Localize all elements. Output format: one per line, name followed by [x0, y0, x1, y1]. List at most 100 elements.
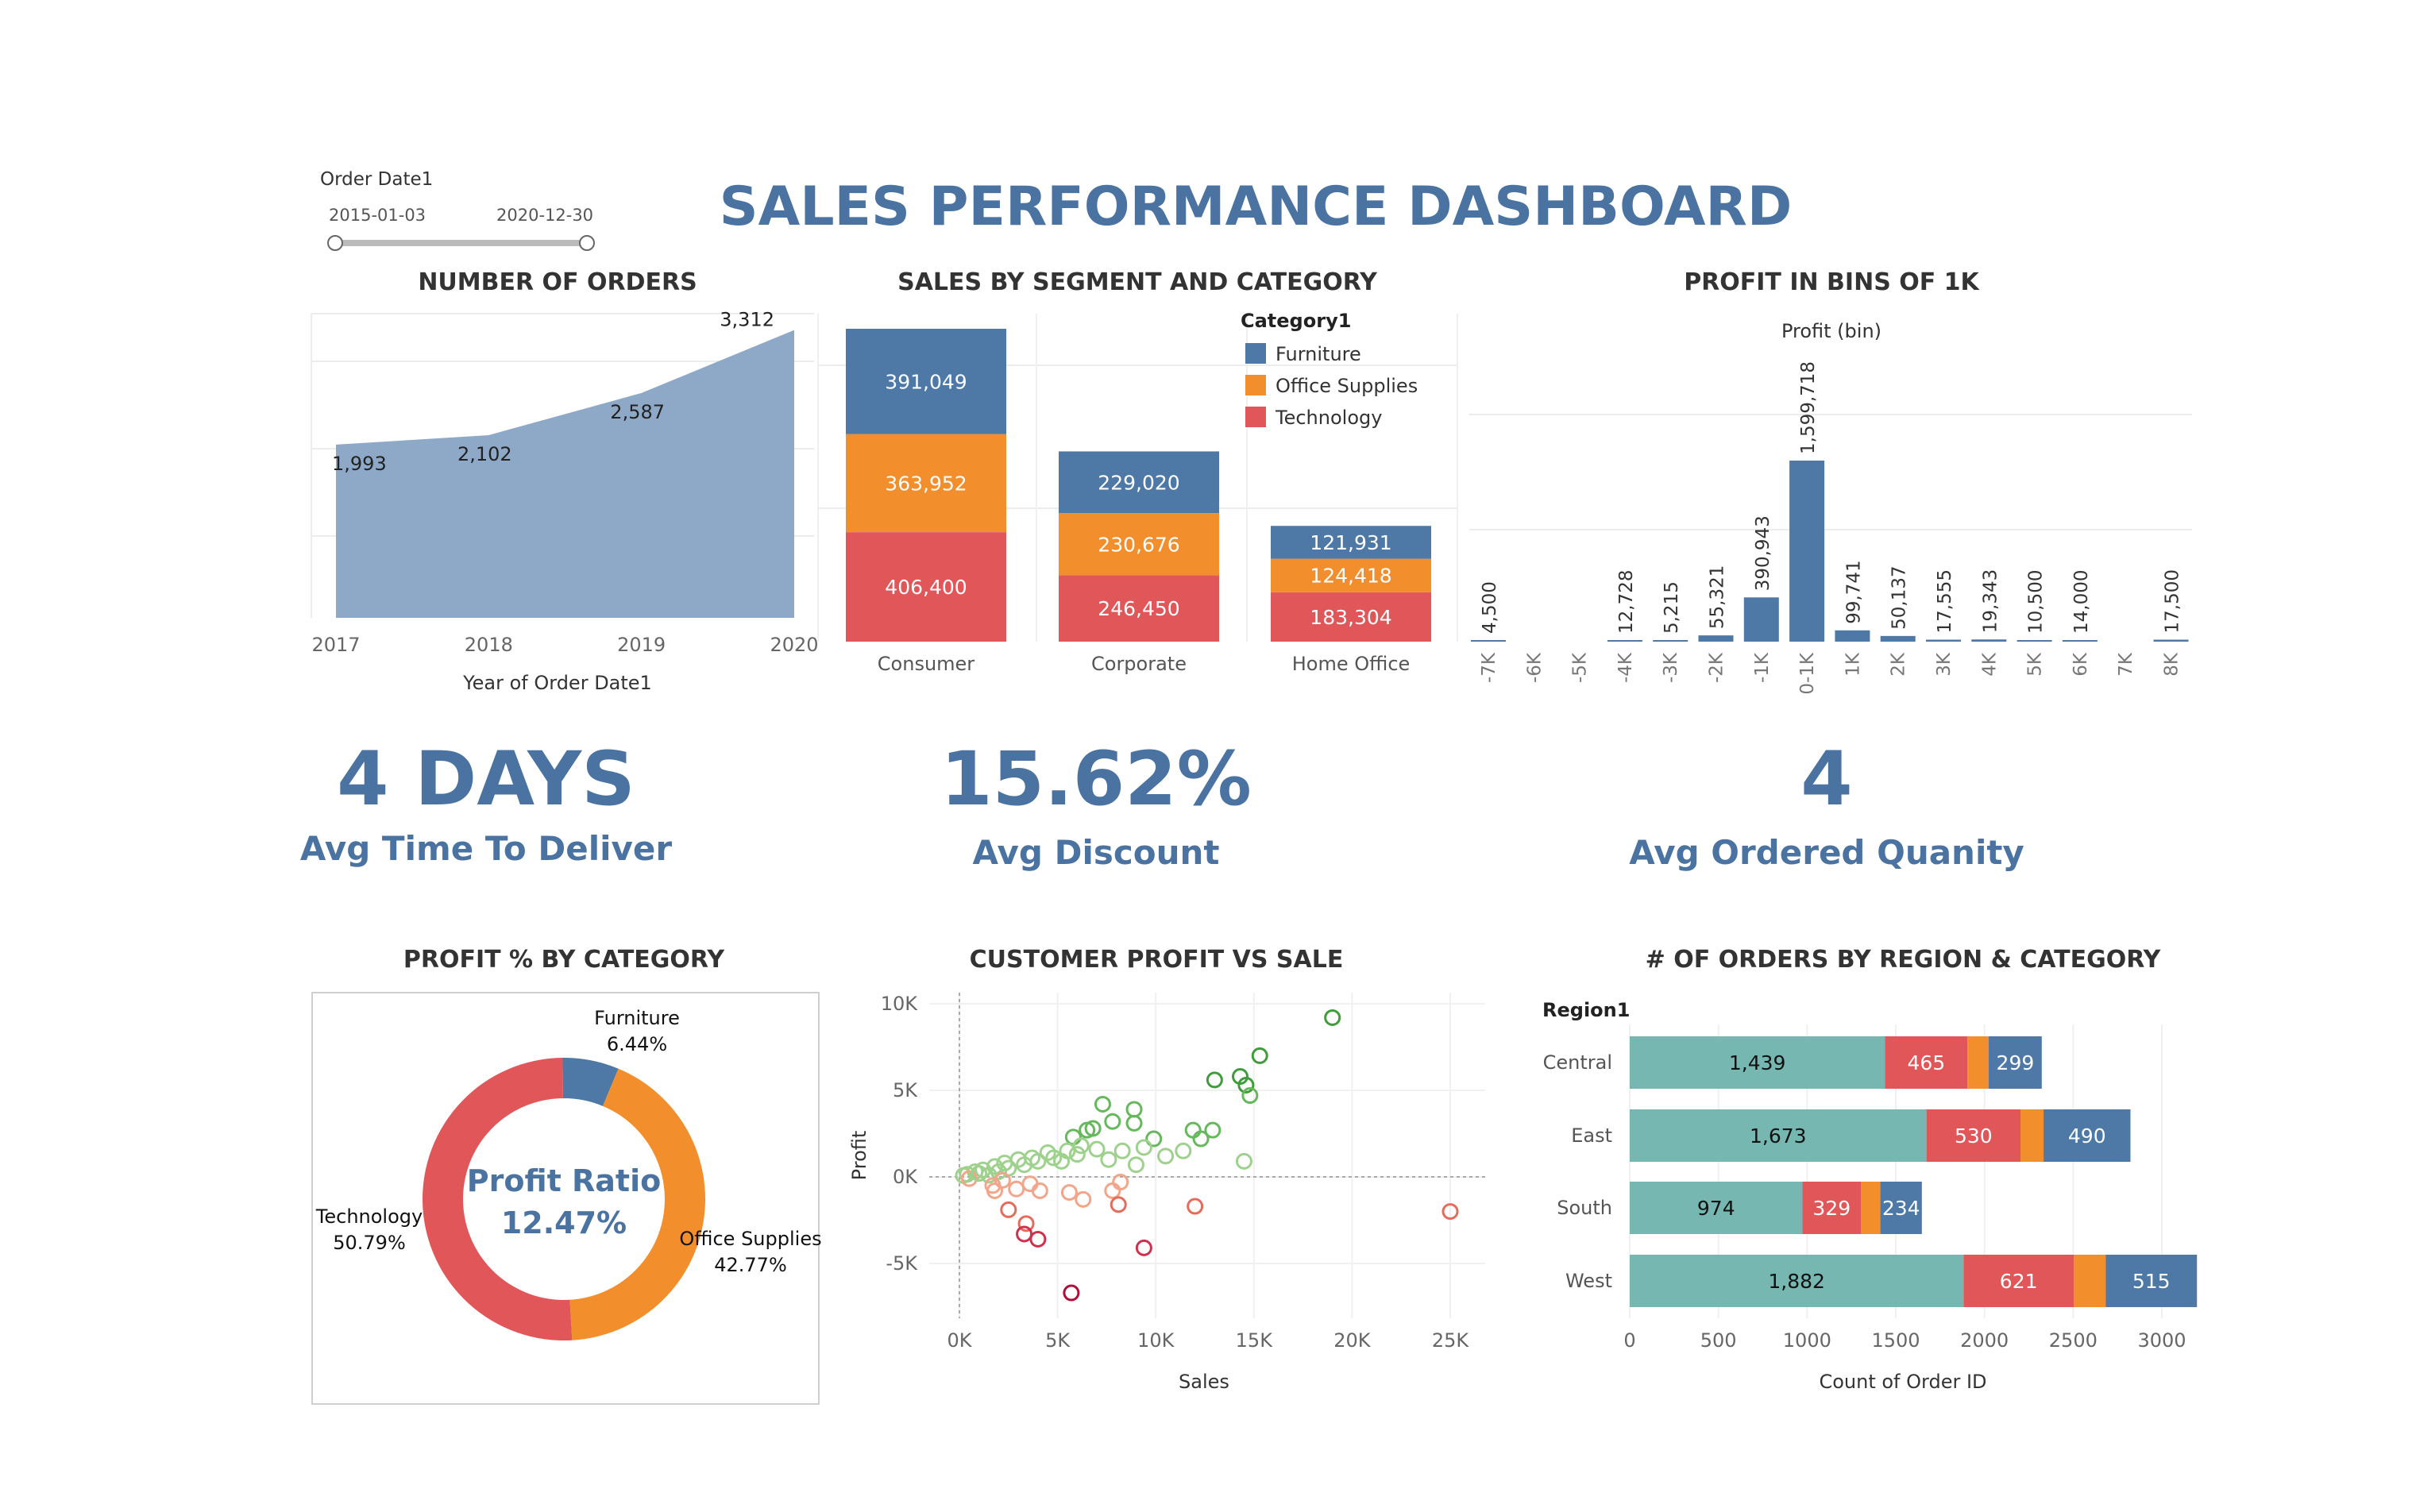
sales-bar-office-supplies	[1271, 558, 1431, 592]
bins-x-tick: 8K	[2162, 652, 2183, 677]
region-bar-segment	[1630, 1182, 1803, 1234]
scatter-point	[1235, 1152, 1252, 1170]
scatter-point	[1135, 1139, 1152, 1156]
region-bar-label: 329	[1812, 1197, 1851, 1220]
scatter-point	[1000, 1201, 1017, 1218]
orders-x-axis-label: Year of Order Date1	[462, 672, 652, 694]
bins-x-tick: -7K	[1479, 652, 1499, 683]
scatter-point	[1029, 1230, 1047, 1248]
scatter-point	[1075, 1190, 1092, 1208]
scatter-point	[1063, 1284, 1080, 1302]
region-x-tick: 1500	[1871, 1329, 1920, 1352]
scatter-x-tick: 25K	[1432, 1329, 1470, 1352]
region-bar-segment	[2020, 1109, 2044, 1162]
sales-legend-item: Office Supplies	[1276, 375, 1418, 397]
donut-slice-name: Furniture	[594, 1007, 680, 1029]
scatter-point	[1060, 1184, 1078, 1202]
scatter-point	[1157, 1148, 1175, 1165]
scatter-y-tick: -5K	[886, 1252, 918, 1275]
scatter-point	[1045, 1149, 1063, 1167]
profit-bins-bar-chart: Profit (bin) 4,500 -7K -6K -5K 12,728 -4K 5,215…	[1469, 320, 2192, 695]
bins-x-tick: 2K	[1889, 652, 1909, 677]
sales-bar-furniture	[846, 329, 1006, 434]
sales-bar-label: 363,952	[885, 472, 967, 495]
filter-start-handle[interactable]	[327, 235, 343, 251]
sales-bar-label: 406,400	[885, 576, 967, 599]
bins-bar-label: 14,000	[2071, 570, 2092, 634]
sales-category-label: Home Office	[1292, 653, 1411, 675]
bins-x-tick: 4K	[1979, 652, 2000, 677]
region-bar-label: 234	[1882, 1197, 1920, 1220]
donut-slice-furniture	[562, 1058, 619, 1106]
bins-bar-label: 5,215	[1661, 581, 1682, 634]
kpi-delivery-value: 4 DAYS	[337, 736, 635, 823]
region-bar-label: 1,673	[1750, 1124, 1807, 1148]
region-category-label: Central	[1543, 1051, 1612, 1074]
sales-bar-furniture	[1271, 526, 1431, 559]
bins-x-tick: 0-1K	[1797, 652, 1818, 695]
region-bar-segment	[1989, 1036, 2042, 1089]
scatter-point	[990, 1163, 1007, 1180]
region-bar-segment	[2044, 1109, 2131, 1162]
region-bar-segment	[2105, 1255, 2198, 1307]
region-legend-title: Region1	[1542, 999, 1630, 1021]
sales-bar-furniture	[1059, 451, 1219, 514]
scatter-point	[1237, 1076, 1255, 1094]
bins-x-tick: 7K	[2116, 652, 2136, 677]
region-category-label: South	[1557, 1197, 1612, 1219]
kpi-discount-label: Avg Discount	[973, 833, 1220, 872]
region-bar-label: 530	[1955, 1124, 1993, 1148]
bins-bar	[2017, 640, 2052, 642]
bins-bar	[1971, 639, 2007, 642]
scatter-point	[1031, 1182, 1048, 1199]
sales-bar-label: 183,304	[1310, 606, 1391, 629]
scatter-point	[986, 1182, 1003, 1199]
sales-category-label: Consumer	[878, 653, 975, 675]
bins-bar-label: 17,555	[1935, 569, 1955, 633]
customer-scatter-chart: 0K 5K 10K 15K 20K 25K 10K 5K 0K -5K Sales Profit	[848, 993, 1485, 1393]
bins-x-tick: 3K	[1934, 652, 1955, 677]
sales-legend-item: Furniture	[1276, 343, 1361, 365]
scatter-point	[1088, 1140, 1106, 1158]
region-x-tick: 1000	[1783, 1329, 1831, 1352]
order-date-filter[interactable]: Order Date1 2015-01-03 2020-12-30	[320, 169, 595, 251]
sales-bar-technology	[846, 532, 1006, 642]
scatter-point	[1184, 1121, 1202, 1139]
filter-slider-track[interactable]	[334, 240, 588, 246]
scatter-point	[1104, 1182, 1121, 1199]
scatter-x-axis-label: Sales	[1179, 1371, 1229, 1393]
scatter-y-tick: 5K	[893, 1079, 918, 1101]
bins-bar-label: 50,137	[1889, 565, 1910, 629]
bins-bar	[2062, 640, 2098, 642]
sales-legend-title: Category1	[1241, 310, 1351, 332]
scatter-x-tick: 0K	[947, 1329, 972, 1352]
sales-bar-office-supplies	[846, 434, 1006, 533]
scatter-x-tick: 10K	[1137, 1329, 1175, 1352]
bins-x-tick: -6K	[1524, 652, 1545, 683]
bins-bar	[1698, 635, 1734, 642]
region-chart-title: # OF ORDERS BY REGION & CATEGORY	[1646, 946, 2162, 974]
scatter-point	[1187, 1198, 1204, 1215]
orders-x-tick: 2018	[465, 634, 513, 656]
bins-bar-label: 10,500	[2026, 570, 2047, 634]
sales-bar-label: 230,676	[1098, 533, 1179, 556]
region-bar-label: 974	[1697, 1197, 1735, 1220]
sales-legend-swatch	[1245, 375, 1266, 395]
scatter-point	[1125, 1114, 1143, 1132]
sales-legend-swatch	[1245, 407, 1266, 427]
filter-end-handle[interactable]	[579, 235, 595, 251]
orders-x-tick: 2019	[617, 634, 666, 656]
region-x-tick: 500	[1700, 1329, 1737, 1352]
orders-data-label: 3,312	[720, 309, 774, 331]
region-bar-segment	[1630, 1255, 1964, 1307]
scatter-point	[1017, 1215, 1035, 1232]
scatter-point	[1175, 1142, 1192, 1159]
bins-bar	[1789, 461, 1825, 642]
region-bar-label: 621	[2000, 1270, 2038, 1293]
scatter-point	[1053, 1152, 1071, 1170]
scatter-x-tick: 15K	[1236, 1329, 1274, 1352]
scatter-point	[994, 1171, 1011, 1189]
bins-x-tick: -2K	[1707, 652, 1727, 683]
bins-bar-label: 12,728	[1616, 570, 1637, 634]
orders-area	[336, 330, 794, 618]
